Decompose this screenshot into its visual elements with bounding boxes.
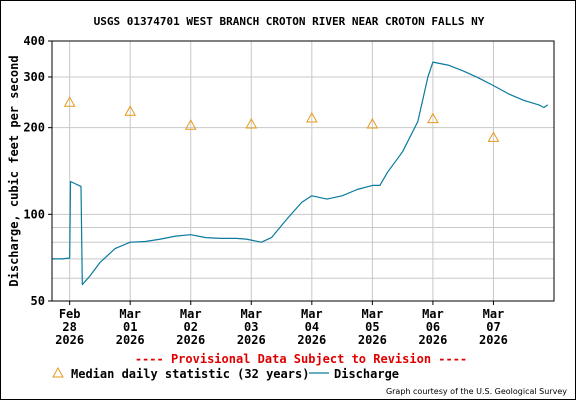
x-tick-label: 07 — [486, 320, 500, 334]
legend-median-label: Median daily statistic (32 years) — [71, 367, 309, 381]
x-tick-label: Mar — [180, 307, 202, 321]
x-tick-label: Feb — [59, 307, 81, 321]
x-tick-label: 03 — [244, 320, 258, 334]
provisional-notice: ---- Provisional Data Subject to Revisio… — [135, 352, 467, 366]
x-axis-ticks: Feb282026Mar012026Mar022026Mar032026Mar0… — [55, 301, 508, 347]
x-tick-label: Mar — [240, 307, 262, 321]
legend-discharge-label: Discharge — [334, 367, 399, 381]
chart-title: USGS 01374701 WEST BRANCH CROTON RIVER N… — [94, 15, 485, 28]
median-triangle-marker — [427, 112, 439, 124]
y-axis-ticks: 50 100 200 300 400 — [23, 34, 52, 308]
legend-median-triangle-icon — [52, 366, 64, 378]
y-tick-label: 400 — [23, 34, 45, 48]
x-tick-label: 2026 — [55, 333, 84, 347]
median-triangle-marker — [124, 105, 137, 116]
y-tick-label: 200 — [23, 121, 45, 135]
median-triangle-marker — [487, 131, 500, 142]
median-triangle-marker — [366, 117, 379, 129]
x-tick-label: 2026 — [358, 333, 387, 347]
x-tick-label: Mar — [422, 307, 444, 321]
x-tick-label: 01 — [123, 320, 137, 334]
x-tick-label: 2026 — [176, 333, 205, 347]
plot-frame — [51, 40, 555, 302]
x-tick-label: 06 — [426, 320, 440, 334]
x-tick-label: Mar — [119, 307, 141, 321]
y-tick-label: 50 — [31, 294, 45, 308]
chart-legend: Median daily statistic (32 years) Discha… — [52, 366, 399, 381]
y-tick-label: 300 — [23, 70, 45, 84]
y-axis-label: Discharge, cubic feet per second — [7, 55, 21, 286]
x-tick-label: 28 — [62, 320, 76, 334]
x-tick-label: 2026 — [116, 333, 145, 347]
x-tick-label: Mar — [483, 307, 505, 321]
y-tick-label: 100 — [23, 207, 45, 221]
plot-series — [52, 61, 549, 286]
x-tick-label: 2026 — [237, 333, 266, 347]
x-tick-label: 2026 — [418, 333, 447, 347]
graph-credit: Graph courtesy of the U.S. Geological Su… — [386, 387, 567, 396]
x-tick-label: 2026 — [297, 333, 326, 347]
x-tick-label: 2026 — [479, 333, 508, 347]
median-triangle-marker — [245, 117, 258, 129]
discharge-series-line — [52, 61, 549, 286]
median-triangle-marker — [63, 96, 76, 107]
x-tick-label: 05 — [365, 320, 379, 334]
grid-lines — [52, 41, 554, 301]
median-triangle-marker — [184, 119, 197, 130]
median-triangle-marker — [305, 112, 318, 123]
x-tick-label: 04 — [305, 320, 319, 334]
x-tick-label: 02 — [184, 320, 198, 334]
x-tick-label: Mar — [362, 307, 384, 321]
x-tick-label: Mar — [301, 307, 323, 321]
